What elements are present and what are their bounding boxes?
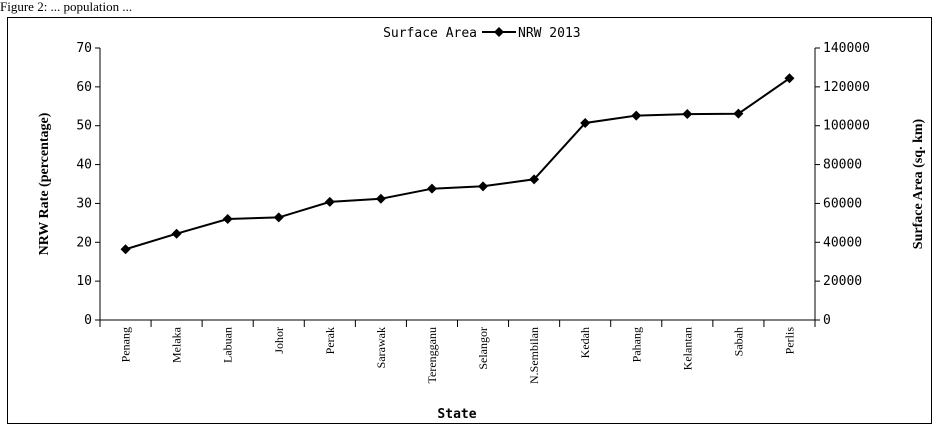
legend-entry: NRW 2013 bbox=[518, 26, 581, 41]
series-point bbox=[273, 212, 284, 223]
right-axis-tick-label: 140000 bbox=[823, 41, 870, 56]
right-axis-tick-label: 60000 bbox=[823, 196, 862, 211]
series-point bbox=[120, 244, 131, 255]
left-axis-tick-label: 30 bbox=[76, 196, 92, 211]
left-axis-tick-label: 50 bbox=[76, 119, 92, 134]
x-axis-category-label: Melaka bbox=[170, 326, 184, 363]
series-point bbox=[324, 196, 335, 207]
x-axis-category-label: Perlis bbox=[782, 327, 796, 355]
series-point bbox=[375, 193, 386, 204]
right-axis-tick-label: 80000 bbox=[823, 158, 862, 173]
series-point bbox=[222, 213, 233, 224]
chart-layer: 0 10 20 30 40 50 60 70 0 20000 40000 60000 80000 1000… bbox=[76, 41, 870, 384]
right-axis-tick-label: 100000 bbox=[823, 119, 870, 134]
series-point bbox=[784, 73, 795, 84]
series-point bbox=[426, 183, 437, 194]
right-axis-tick-label: 40000 bbox=[823, 235, 862, 250]
legend-prefix: Surface Area bbox=[383, 26, 477, 41]
series-point bbox=[478, 181, 489, 192]
right-axis-tick-label: 0 bbox=[823, 313, 831, 328]
left-axis-tick-label: 20 bbox=[76, 235, 92, 250]
x-axis-category-label: Terengganu bbox=[425, 327, 439, 383]
left-axis-tick-label: 40 bbox=[76, 158, 92, 173]
x-axis-category-label: Selangor bbox=[476, 327, 490, 370]
legend-marker bbox=[494, 27, 504, 37]
series-point bbox=[733, 108, 744, 119]
x-axis-category-label: Pahang bbox=[629, 327, 643, 362]
x-axis-category-label: Kelantan bbox=[680, 327, 694, 370]
series-point bbox=[529, 174, 540, 185]
series-point bbox=[580, 117, 591, 128]
x-axis-category-label: Penang bbox=[119, 327, 133, 362]
chart-frame bbox=[7, 17, 932, 424]
series-point bbox=[171, 228, 182, 239]
x-axis-category-label: N.Sembilan bbox=[527, 327, 541, 384]
right-axis-tick-label: 20000 bbox=[823, 274, 862, 289]
series-point bbox=[631, 110, 642, 121]
x-axis-category-label: Kedah bbox=[578, 327, 592, 358]
left-axis-tick-label: 0 bbox=[84, 313, 92, 328]
x-axis-title: State bbox=[437, 407, 476, 422]
x-axis-category-label: Perak bbox=[323, 327, 337, 354]
legend: Surface Area NRW 2013 bbox=[383, 26, 581, 41]
page-top-text: Figure 2: ... population ... bbox=[0, 0, 133, 14]
left-axis-title: NRW Rate (percentage) bbox=[37, 112, 52, 255]
series-point bbox=[682, 109, 693, 120]
left-axis-tick-label: 70 bbox=[76, 41, 92, 56]
x-axis-category-label: Sabah bbox=[731, 327, 745, 356]
left-axis-tick-label: 60 bbox=[76, 80, 92, 95]
right-axis-title: Surface Area (sq. km) bbox=[911, 118, 926, 249]
left-axis-tick-label: 10 bbox=[76, 274, 92, 289]
right-axis-tick-label: 120000 bbox=[823, 80, 870, 95]
x-axis-category-label: Labuan bbox=[221, 327, 235, 363]
x-axis-category-label: Sarawak bbox=[374, 327, 388, 368]
series-line bbox=[125, 77, 791, 251]
x-axis-category-label: Johor bbox=[272, 327, 286, 354]
